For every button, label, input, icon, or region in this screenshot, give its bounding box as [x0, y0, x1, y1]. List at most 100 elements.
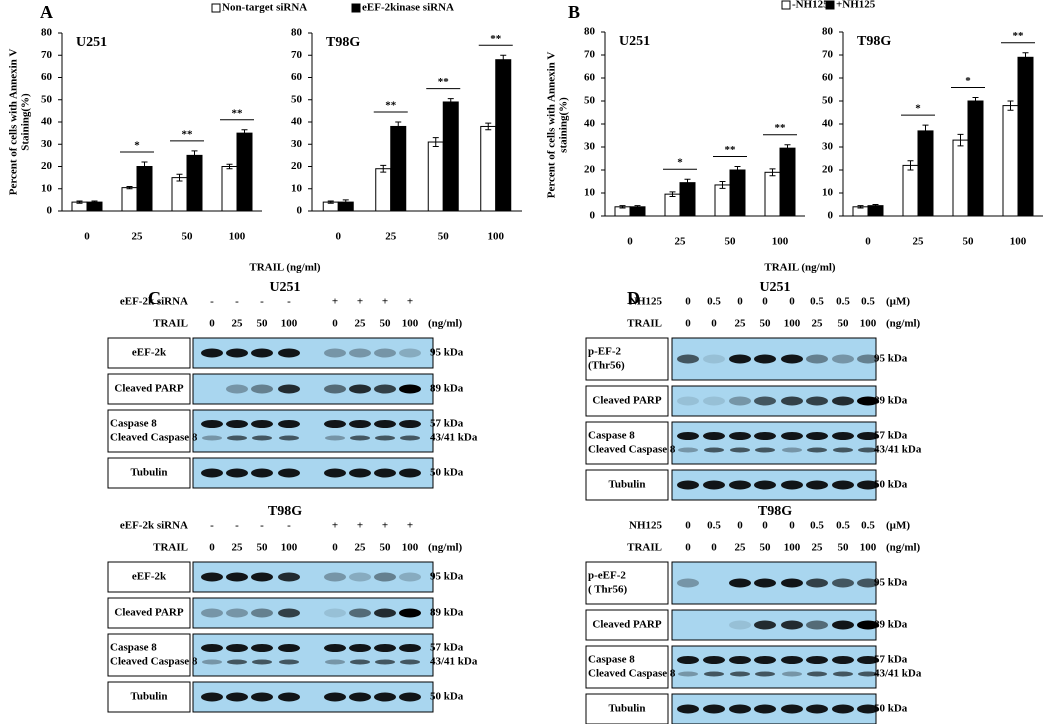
- band-label-box: [585, 469, 669, 501]
- band-label-box: [585, 385, 669, 417]
- band: [703, 432, 725, 440]
- treatment-value: 50: [760, 318, 772, 330]
- band: [324, 644, 346, 652]
- band-label: Cleaved PARP: [114, 383, 183, 395]
- band-size: 50 kDa: [874, 703, 908, 715]
- band: [754, 396, 776, 406]
- y-tick-label: 60: [584, 72, 596, 84]
- x-axis-label: TRAIL (ng/ml): [249, 262, 321, 274]
- band-size: 89 kDa: [430, 607, 464, 619]
- treatment-label: TRAIL: [627, 318, 662, 330]
- error-bar: [500, 54, 507, 65]
- band-label: Cleaved Caspase 8: [110, 432, 198, 444]
- y-tick-label: 20: [291, 160, 303, 172]
- band: [201, 468, 223, 478]
- treatment-value: 25: [735, 318, 747, 330]
- legend-label: -NH125: [792, 0, 829, 11]
- blot-strip: [192, 633, 434, 677]
- significance-label: **: [182, 128, 194, 140]
- blot-strip: [671, 421, 877, 465]
- band: [857, 656, 879, 664]
- band: [400, 435, 420, 441]
- y-tick-label: 60: [41, 71, 53, 83]
- error-bar: [395, 121, 402, 132]
- band-label-box: [585, 421, 669, 465]
- y-tick-label: 70: [291, 49, 303, 61]
- treatment-label: TRAIL: [153, 318, 188, 330]
- bar: [729, 169, 746, 217]
- band: [703, 396, 725, 406]
- treatment-value: 0: [685, 296, 691, 308]
- legend-swatch: [211, 3, 221, 13]
- band: [677, 396, 699, 406]
- error-bar: [619, 205, 626, 209]
- treatment-value: 100: [402, 542, 419, 554]
- treatment-value: -: [235, 520, 239, 532]
- band: [677, 578, 699, 588]
- treatment-value: -: [287, 296, 291, 308]
- treatment-value: -: [260, 520, 264, 532]
- band: [781, 620, 803, 630]
- band: [349, 384, 371, 394]
- panel-letter: C: [148, 288, 161, 308]
- band-label-box: [107, 561, 191, 593]
- y-tick-label: 30: [41, 138, 53, 150]
- band: [754, 656, 776, 664]
- band: [278, 348, 300, 358]
- significance-label: *: [134, 140, 140, 152]
- band-size: 57 kDa: [430, 418, 464, 430]
- band: [730, 447, 750, 453]
- band: [227, 435, 247, 441]
- band: [832, 704, 854, 714]
- band: [251, 348, 273, 358]
- band: [703, 354, 725, 364]
- band: [781, 396, 803, 406]
- error-bar: [769, 168, 776, 177]
- band-label: Cleaved PARP: [592, 395, 661, 407]
- treatment-label: TRAIL: [153, 542, 188, 554]
- band: [251, 468, 273, 478]
- y-tick-label: 30: [291, 138, 303, 150]
- band-label: Tubulin: [609, 479, 646, 491]
- band: [703, 480, 725, 490]
- treatment-value: 25: [812, 318, 824, 330]
- band-label: Tubulin: [131, 691, 168, 703]
- error-bar: [784, 144, 791, 153]
- band: [374, 468, 396, 478]
- band: [278, 384, 300, 394]
- band: [278, 608, 300, 618]
- y-tick-label: 30: [822, 141, 834, 153]
- treatment-label: TRAIL: [627, 542, 662, 554]
- treatment-value: +: [382, 296, 388, 308]
- treatment-value: 25: [355, 542, 367, 554]
- error-bar: [485, 122, 492, 131]
- band: [279, 659, 299, 665]
- treatment-unit: (ng/ml): [428, 542, 463, 554]
- x-tick-label: 25: [132, 231, 144, 243]
- error-bar: [872, 204, 879, 208]
- treatment-label: NH125: [629, 520, 663, 532]
- y-axis-label: Staining(%): [20, 93, 32, 151]
- band: [201, 608, 223, 618]
- y-tick-label: 70: [822, 49, 834, 61]
- treatment-value: 25: [355, 318, 367, 330]
- band: [806, 704, 828, 714]
- bar: [679, 182, 696, 217]
- chart-title: T98G: [326, 35, 360, 50]
- y-tick-label: 20: [822, 164, 834, 176]
- band: [729, 656, 751, 664]
- y-tick-label: 40: [822, 118, 834, 130]
- band: [729, 354, 751, 364]
- band-label-box: [107, 597, 191, 629]
- band-label: Cleaved PARP: [114, 607, 183, 619]
- y-tick-label: 50: [584, 95, 596, 107]
- error-bar: [176, 173, 183, 182]
- band: [226, 692, 248, 702]
- blot-strip: [671, 645, 877, 689]
- band-label-box: [585, 337, 669, 381]
- band: [226, 420, 248, 428]
- legend-label: Non-target siRNA: [222, 2, 307, 14]
- treatment-value: 100: [860, 318, 877, 330]
- band-size: 43/41 kDa: [874, 668, 922, 680]
